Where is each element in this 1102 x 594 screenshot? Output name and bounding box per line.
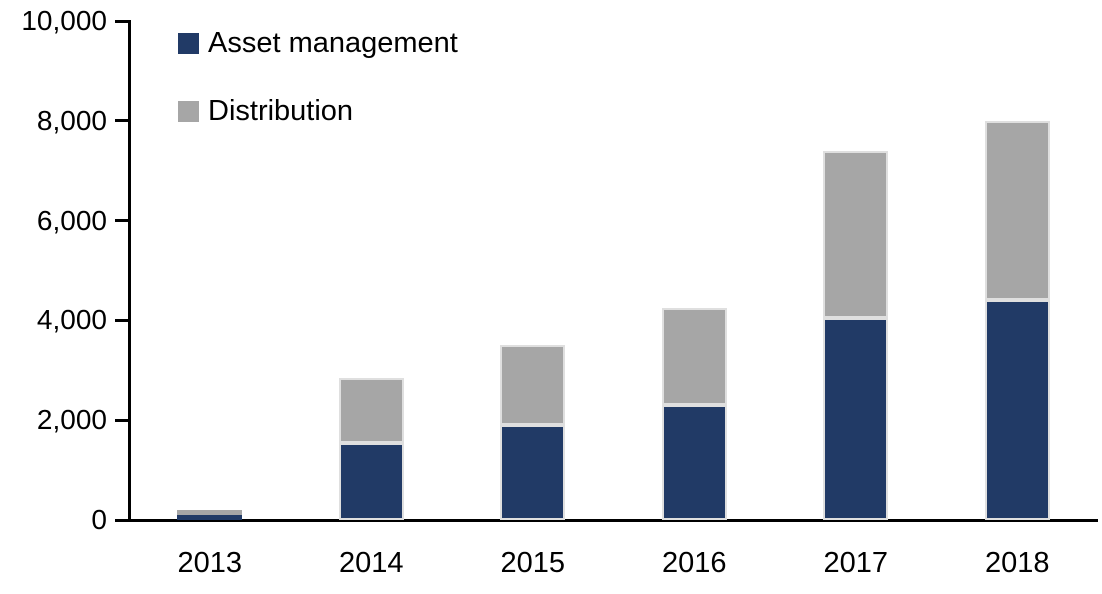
y-tick-mark [115, 119, 129, 123]
bar-2018-asset-management [984, 300, 1050, 520]
bar-2015-asset-management [500, 425, 566, 520]
y-axis-line [128, 20, 131, 522]
y-tick-label: 10,000 [21, 5, 107, 36]
bar-2018-distribution [984, 120, 1050, 301]
bar-2016-asset-management [661, 405, 727, 520]
x-tick-label-2016: 2016 [661, 547, 727, 579]
legend-item-asset-management: Asset management [178, 26, 458, 59]
bar-2014-asset-management [338, 442, 404, 520]
legend-label: Asset management [208, 26, 458, 59]
x-tick-label-2017: 2017 [823, 547, 888, 579]
bar-2017-asset-management [823, 317, 889, 520]
y-tick-label: 4,000 [36, 304, 107, 336]
legend-swatch-icon [178, 100, 199, 122]
bar-2015-distribution [500, 345, 566, 426]
x-axis-line [128, 519, 1098, 522]
y-tick-label: 0 [91, 504, 107, 535]
y-tick-label: 6,000 [36, 204, 107, 236]
y-tick-label: 8,000 [36, 104, 107, 136]
x-tick-label-2013: 2013 [177, 547, 242, 579]
y-tick-label: 2,000 [36, 404, 107, 436]
x-tick-label-2015: 2015 [500, 547, 565, 579]
x-tick-label-2018: 2018 [984, 547, 1050, 579]
bar-2016-distribution [661, 307, 727, 406]
bar-2013-asset-management [177, 515, 243, 520]
y-tick-mark [115, 518, 129, 522]
x-tick-label-2014: 2014 [338, 547, 404, 579]
legend-item-distribution: Distribution [178, 94, 458, 127]
y-tick-mark [115, 418, 129, 422]
y-tick-mark [115, 318, 129, 322]
legend-label: Distribution [208, 94, 354, 127]
bar-2013-distribution [177, 510, 243, 515]
legend: Asset management Distribution [178, 26, 458, 165]
legend-swatch-icon [178, 32, 199, 54]
bar-2017-distribution [823, 150, 889, 318]
y-tick-mark [115, 219, 129, 223]
bar-2014-distribution [338, 377, 404, 443]
y-tick-mark [115, 19, 129, 23]
